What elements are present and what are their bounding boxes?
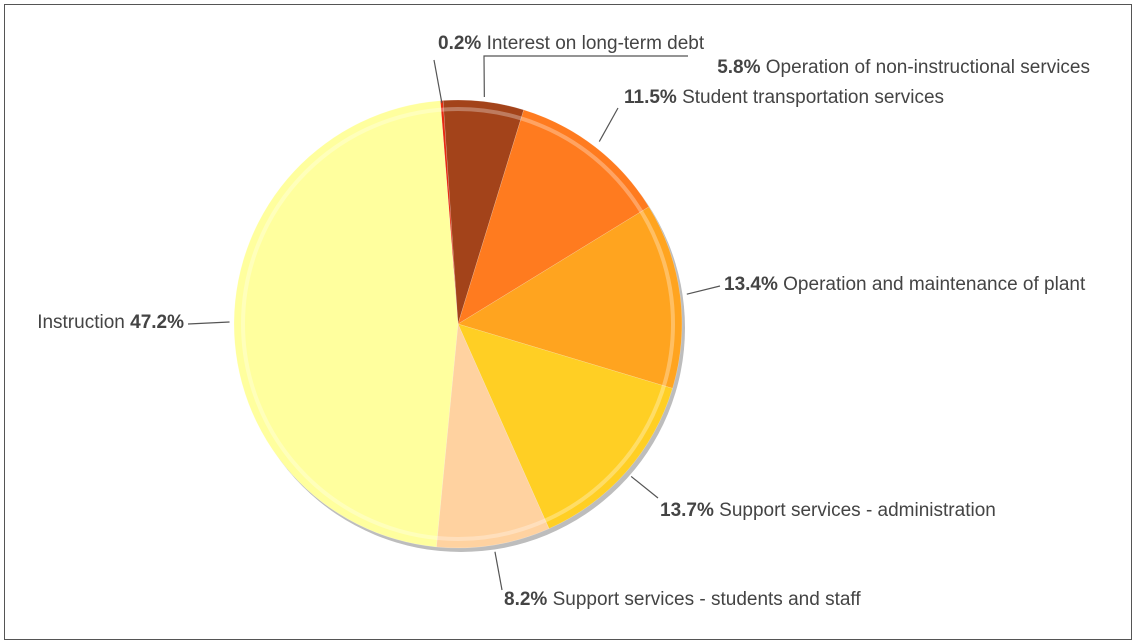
slice-percent: 13.7% [660,500,714,521]
pie-slice [457,323,673,529]
slice-percent: 13.4% [724,274,778,295]
slice-name: Interest on long-term debt [481,33,705,54]
pie-slice [233,100,459,548]
leader-line [187,321,230,325]
slice-percent: 8.2% [504,589,547,610]
slice-percent: 47.2% [130,312,184,333]
leader-line [686,285,721,295]
slice-label: 0.2% Interest on long-term debt [438,33,705,54]
slice-name: Instruction [37,312,130,333]
slice-name: Student transportation services [677,87,944,108]
slice-name: Operation of non-instructional services [761,57,1091,78]
pie-slice [457,109,650,325]
slice-percent: 11.5% [624,87,677,108]
leader-line [483,55,688,98]
slice-label: Instruction 47.2% [37,312,184,333]
pie-rim-highlight [241,107,675,541]
leader-line [598,107,619,142]
slice-label: 13.7% Support services - administration [660,500,996,521]
pie-slice [442,99,525,325]
slice-name: Support services - administration [714,500,996,521]
leader-line [494,551,503,591]
slice-label: 8.2% Support services - students and sta… [504,589,861,610]
slice-percent: 0.2% [438,33,481,54]
slice-name: Operation and maintenance of plant [778,274,1086,295]
leader-line [630,475,659,499]
slice-label: 5.8% Operation of non-instructional serv… [717,57,1090,78]
leader-lines [187,55,721,591]
slice-name: Support services - students and staff [547,589,861,610]
slice-labels: 0.2% Interest on long-term debt 5.8% Oper… [37,33,1090,610]
slice-label: 13.4% Operation and maintenance of plant [724,274,1086,295]
slice-label: 11.5% Student transportation services [624,87,944,108]
slice-percent: 5.8% [717,57,760,78]
leader-line [433,59,443,103]
pie-slice [457,206,683,389]
pie-slice [436,323,550,549]
pie-slices [233,99,685,552]
